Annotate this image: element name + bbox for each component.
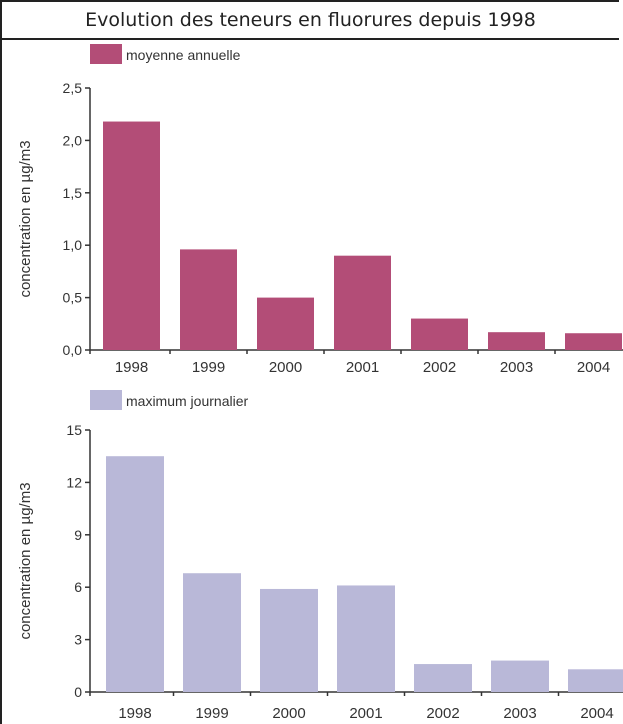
- chart2-bar-2003: [491, 660, 549, 692]
- chart1-y-tick-label: 0,0: [63, 342, 83, 358]
- chart2-category-label: 2003: [503, 705, 536, 722]
- chart2-bar-2000: [260, 588, 318, 692]
- chart1-y-tick-label: 2,5: [63, 80, 83, 96]
- chart2-y-tick-label: 12: [66, 474, 82, 490]
- chart1-category-label: 2004: [577, 359, 610, 376]
- chart1-bar-1999: [180, 249, 237, 350]
- chart1-y-tick-label: 2,0: [63, 132, 83, 148]
- chart2-bar-2002: [414, 664, 472, 692]
- chart2-category-label: 2001: [349, 705, 382, 722]
- chart1-category-label: 2000: [269, 359, 302, 376]
- chart2-y-axis-label: concentration en µg/m3: [17, 482, 34, 639]
- chart1-legend-swatch: [90, 44, 122, 64]
- chart2-y-tick-label: 9: [74, 527, 82, 543]
- chart1-category-label: 1999: [192, 359, 225, 376]
- chart2-y-tick-label: 0: [74, 684, 82, 700]
- chart1-bar-2004: [565, 333, 622, 350]
- chart1-bar-2001: [334, 255, 391, 350]
- chart1-category-label: 2003: [500, 359, 533, 376]
- chart2-category-label: 2004: [580, 705, 613, 722]
- chart2-category-label: 2002: [426, 705, 459, 722]
- chart2-category-label: 1998: [118, 705, 151, 722]
- chart2-category-label: 1999: [195, 705, 228, 722]
- chart1-y-tick-label: 0,5: [63, 290, 83, 306]
- chart1-bar-2003: [488, 332, 545, 350]
- chart1-bar-2002: [411, 318, 468, 350]
- chart2-bar-2001: [337, 585, 395, 692]
- chart2-legend-label: maximum journalier: [126, 393, 248, 409]
- chart-frame: [0, 38, 623, 724]
- chart1-category-label: 2002: [423, 359, 456, 376]
- chart-title: Evolution des teneurs en fluorures depui…: [0, 0, 619, 40]
- chart2-category-label: 2000: [272, 705, 305, 722]
- chart2-bar-1999: [183, 573, 241, 692]
- chart2-y-tick-label: 6: [74, 579, 82, 595]
- chart1-bar-2000: [257, 297, 314, 350]
- chart1-category-label: 1998: [115, 359, 148, 376]
- chart1-y-tick-label: 1,5: [63, 185, 83, 201]
- chart2-y-tick-label: 3: [74, 632, 82, 648]
- chart2-bar-1998: [106, 456, 164, 692]
- chart1-y-axis-label: concentration en µg/m3: [17, 140, 34, 297]
- chart2-bar-2004: [568, 669, 623, 692]
- chart2-y-tick-label: 15: [66, 422, 82, 438]
- chart1-y-tick-label: 1,0: [63, 237, 83, 253]
- chart1-bar-1998: [103, 121, 160, 350]
- chart1-legend-label: moyenne annuelle: [126, 47, 241, 63]
- chart2-legend-swatch: [90, 390, 122, 410]
- chart1-category-label: 2001: [346, 359, 379, 376]
